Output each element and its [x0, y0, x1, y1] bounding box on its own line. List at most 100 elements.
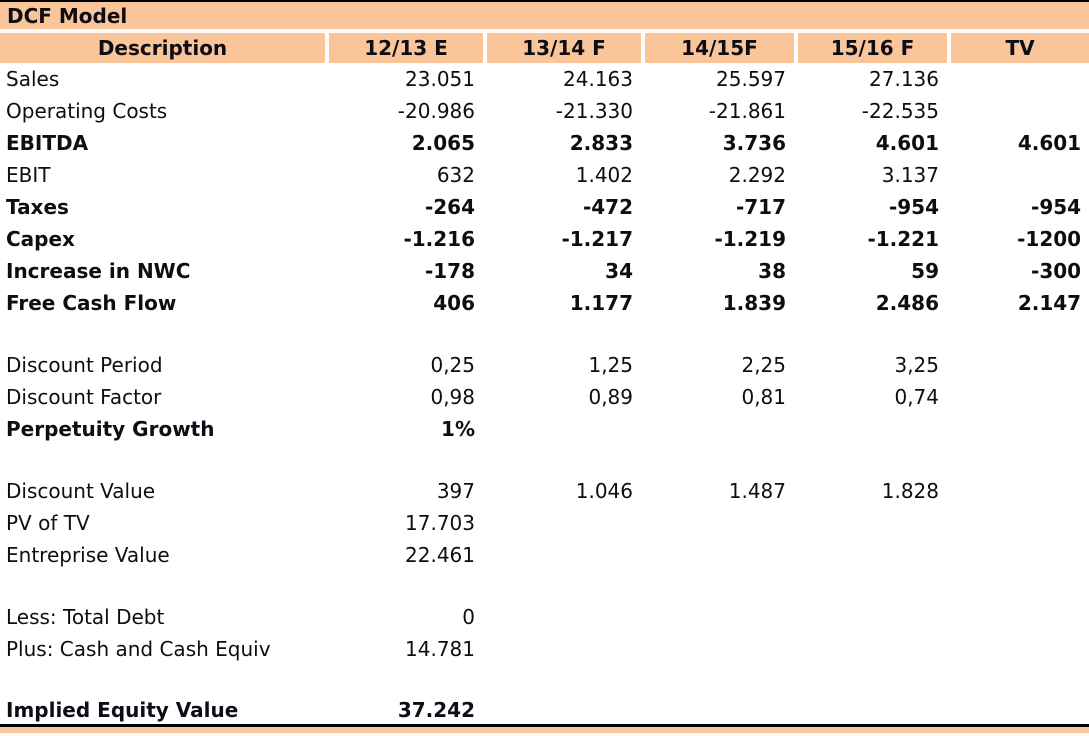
value-cell[interactable] [947, 633, 1089, 665]
value-cell[interactable] [947, 539, 1089, 571]
value-cell[interactable]: -1.217 [561, 227, 633, 251]
row-label[interactable]: Free Cash Flow [6, 291, 177, 315]
value-cell[interactable]: -22.535 [861, 99, 939, 123]
row-label[interactable]: Less: Total Debt [6, 605, 165, 629]
value-cell[interactable]: 34 [605, 259, 633, 283]
value-cell[interactable]: -1.216 [403, 227, 475, 251]
value-cell[interactable]: 2.486 [875, 291, 939, 315]
value-cell[interactable]: 17.703 [405, 511, 475, 535]
value-cell[interactable] [483, 507, 641, 539]
row-label[interactable]: Entreprise Value [6, 543, 170, 567]
value-cell[interactable] [947, 475, 1089, 507]
row-label[interactable]: EBIT [6, 163, 51, 187]
value-cell[interactable]: 3,25 [894, 353, 939, 377]
value-cell[interactable]: 397 [436, 479, 475, 503]
value-cell[interactable]: 0,25 [430, 353, 475, 377]
row-label[interactable]: Discount Factor [6, 385, 162, 409]
value-cell[interactable] [641, 413, 794, 445]
column-header-12-13e[interactable]: 12/13 E [325, 33, 483, 63]
value-cell[interactable]: 1.402 [575, 163, 633, 187]
value-cell[interactable]: -21.330 [555, 99, 633, 123]
value-cell[interactable]: 23.051 [405, 67, 475, 91]
value-cell[interactable] [641, 695, 794, 727]
value-cell[interactable] [641, 507, 794, 539]
value-cell[interactable]: 1.177 [569, 291, 633, 315]
row-label[interactable]: Plus: Cash and Cash Equiv [6, 637, 271, 661]
value-cell[interactable] [947, 695, 1089, 727]
value-cell[interactable] [947, 601, 1089, 633]
value-cell[interactable]: -954 [888, 195, 939, 219]
column-header-14-15f[interactable]: 14/15F [641, 33, 794, 63]
value-cell[interactable]: -1.221 [867, 227, 939, 251]
value-cell[interactable]: 4.601 [1017, 131, 1082, 155]
value-cell[interactable]: -264 [424, 195, 475, 219]
value-cell[interactable]: 2.833 [569, 131, 633, 155]
value-cell[interactable]: 632 [436, 163, 475, 187]
value-cell[interactable]: -300 [1031, 259, 1082, 283]
value-cell[interactable] [947, 63, 1089, 95]
row-label[interactable]: Implied Equity Value [0, 695, 325, 727]
row-label[interactable]: Sales [6, 67, 60, 91]
value-cell[interactable] [794, 539, 947, 571]
value-cell[interactable]: 1.828 [881, 479, 939, 503]
value-cell[interactable]: 0,89 [588, 385, 633, 409]
value-cell[interactable] [483, 695, 641, 727]
value-cell[interactable] [483, 539, 641, 571]
value-cell[interactable]: -717 [735, 195, 786, 219]
value-cell[interactable] [641, 539, 794, 571]
value-cell[interactable]: 0,74 [894, 385, 939, 409]
value-cell[interactable]: 2,25 [741, 353, 786, 377]
column-header-13-14f[interactable]: 13/14 F [483, 33, 641, 63]
value-cell[interactable]: -472 [582, 195, 633, 219]
value-cell[interactable]: 25.597 [716, 67, 786, 91]
row-label[interactable]: Discount Value [6, 479, 156, 503]
column-header-description[interactable]: Description [0, 33, 325, 63]
value-cell[interactable]: 1% [441, 417, 475, 441]
column-header-tv[interactable]: TV [947, 33, 1089, 63]
value-cell[interactable]: -1.219 [714, 227, 786, 251]
value-cell[interactable]: 1.487 [728, 479, 786, 503]
value-cell[interactable]: -178 [424, 259, 475, 283]
value-cell[interactable] [794, 633, 947, 665]
value-cell[interactable] [947, 349, 1089, 381]
value-cell[interactable] [794, 507, 947, 539]
value-cell[interactable]: 3.137 [881, 163, 939, 187]
column-header-15-16f[interactable]: 15/16 F [794, 33, 947, 63]
value-cell[interactable]: 22.461 [405, 543, 475, 567]
row-label[interactable]: PV of TV [6, 511, 90, 535]
table-title[interactable]: DCF Model [0, 2, 1089, 33]
value-cell[interactable] [794, 695, 947, 727]
value-cell[interactable] [947, 159, 1089, 191]
value-cell[interactable]: -21.861 [708, 99, 786, 123]
value-cell[interactable]: 3.736 [722, 131, 786, 155]
value-cell[interactable]: 2.147 [1017, 291, 1082, 315]
value-cell[interactable]: 37.242 [325, 695, 483, 727]
value-cell[interactable]: 0,81 [741, 385, 786, 409]
value-cell[interactable]: 0 [462, 605, 475, 629]
row-label[interactable]: Operating Costs [6, 99, 168, 123]
value-cell[interactable]: -954 [1031, 195, 1082, 219]
value-cell[interactable] [794, 601, 947, 633]
value-cell[interactable]: 406 [433, 291, 475, 315]
value-cell[interactable]: 2.065 [411, 131, 475, 155]
value-cell[interactable] [947, 381, 1089, 413]
row-label[interactable]: Discount Period [6, 353, 163, 377]
value-cell[interactable] [641, 633, 794, 665]
value-cell[interactable] [947, 413, 1089, 445]
value-cell[interactable] [641, 601, 794, 633]
value-cell[interactable]: 1.839 [722, 291, 786, 315]
value-cell[interactable] [483, 633, 641, 665]
row-label[interactable]: Perpetuity Growth [6, 417, 215, 441]
value-cell[interactable]: 0,98 [430, 385, 475, 409]
value-cell[interactable]: 4.601 [875, 131, 939, 155]
row-label[interactable]: Capex [6, 227, 75, 251]
value-cell[interactable] [947, 95, 1089, 127]
value-cell[interactable] [483, 601, 641, 633]
row-label[interactable]: Increase in NWC [6, 259, 191, 283]
value-cell[interactable]: 2.292 [728, 163, 786, 187]
row-label[interactable]: Taxes [6, 195, 69, 219]
row-label[interactable]: EBITDA [6, 131, 89, 155]
value-cell[interactable] [794, 413, 947, 445]
value-cell[interactable]: -20.986 [397, 99, 475, 123]
value-cell[interactable] [947, 507, 1089, 539]
